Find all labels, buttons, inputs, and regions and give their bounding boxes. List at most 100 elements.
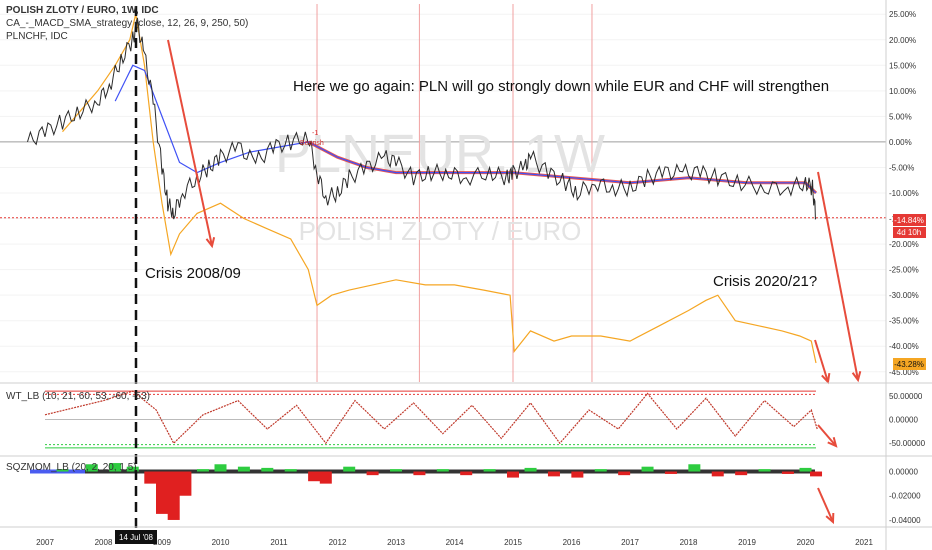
momentum-bar (781, 471, 794, 474)
crisis-2008-annotation: Crisis 2008/09 (145, 265, 241, 282)
crosshair-date-tag (115, 530, 157, 544)
sqz-tick-label: -0.02000 (889, 492, 921, 501)
x-tick-label: 2020 (797, 538, 815, 547)
y-tick-label: -30.00% (889, 291, 919, 300)
watermark-name: POLISH ZLOTY / EURO (299, 216, 582, 246)
momentum-bar (319, 471, 332, 484)
momentum-bar (390, 469, 402, 472)
x-tick-label: 2012 (329, 538, 347, 547)
x-tick-label: 2018 (680, 538, 698, 547)
x-tick-label: 2010 (212, 538, 230, 547)
momentum-bar (413, 471, 426, 476)
momentum-bar (810, 471, 823, 477)
momentum-bar (799, 467, 812, 472)
wt-forecast-arrow (817, 424, 837, 447)
y-tick-label: 20.00% (889, 36, 916, 45)
momentum-bar (126, 466, 139, 472)
momentum-bar (688, 464, 701, 472)
momentum-bar (261, 467, 274, 472)
sqz-forecast-arrow-head (825, 512, 835, 525)
wt-tick-label: -50.00000 (889, 439, 926, 448)
momentum-bar (524, 467, 537, 472)
sqz-pane-label[interactable]: SQZMOM_LB (20, 2, 20, 1.5) (6, 462, 137, 473)
momentum-bar (109, 463, 122, 472)
plneur-price-line (27, 17, 817, 221)
crosshair-date-label: 14 Jul '08 (119, 533, 154, 542)
sqz-tick-label: -0.04000 (889, 516, 921, 525)
momentum-bar (547, 471, 560, 477)
x-tick-label: 2017 (621, 538, 639, 547)
x-tick-label: 2016 (563, 538, 581, 547)
x-tick-label: 2009 (153, 538, 171, 547)
momentum-bar (308, 471, 321, 482)
y-tick-label: -45.00% (889, 368, 919, 377)
momentum-bar (343, 466, 356, 472)
momentum-bar (85, 464, 98, 472)
momentum-bar (460, 471, 473, 476)
momentum-bar (483, 469, 496, 472)
momentum-bar (156, 471, 168, 514)
momentum-bar (284, 469, 297, 472)
legend-macd-strategy[interactable]: CA_-_MACD_SMA_strategy (close, 12, 26, 9… (6, 18, 248, 29)
y-tick-label: -5.00% (889, 163, 914, 172)
plnchf-price-label: -43.28% (894, 360, 924, 369)
countdown-tag (893, 227, 926, 238)
sma-fast-line (114, 64, 817, 194)
x-tick-label: 2019 (738, 538, 756, 547)
crisis-2008-arrow (167, 39, 213, 247)
legend-title[interactable]: POLISH ZLOTY / EURO, 1W, IDC (6, 5, 159, 16)
crisis-2008-arrow-head (205, 237, 216, 249)
y-tick-label: 15.00% (889, 61, 916, 70)
momentum-bar (196, 469, 209, 472)
plnchf-price-tag (893, 358, 926, 370)
y-tick-label: 25.00% (889, 10, 916, 19)
y-tick-label: -20.00% (889, 240, 919, 249)
y-tick-label: 5.00% (889, 112, 912, 121)
momentum-bar (237, 466, 250, 472)
wt-pane-label[interactable]: WT_LB (10, 21, 60, 53, -60, -53) (6, 391, 150, 402)
momentum-bar (507, 471, 519, 478)
plnchf-forecast-arrow (814, 339, 829, 383)
plot-area (27, 14, 823, 520)
x-tick-label: 2015 (504, 538, 522, 547)
momentum-bar (167, 471, 180, 520)
x-tick-label: 2007 (36, 538, 54, 547)
y-tick-label: -35.00% (889, 317, 919, 326)
legend-plnchf[interactable]: PLNCHF, IDC (6, 31, 68, 42)
crisis-2020-annotation: Crisis 2020/21? (713, 273, 817, 290)
momentum-bar (664, 471, 677, 474)
x-tick-label: 2013 (387, 538, 405, 547)
forecast-arrows (167, 39, 862, 525)
momentum-bar (571, 471, 584, 478)
wt-tick-label: 0.00000 (889, 416, 918, 425)
momentum-bar (214, 464, 227, 472)
momentum-bar (144, 471, 157, 484)
plneur-price-label: -14.84% (894, 216, 924, 225)
grid (0, 13, 886, 449)
momentum-bar (711, 471, 724, 477)
momentum-bar (179, 471, 192, 496)
momentum-bar (758, 469, 771, 472)
y-tick-label: 10.00% (889, 87, 916, 96)
wt-forecast-arrow-head (827, 437, 838, 448)
x-tick-label: 2014 (446, 538, 464, 547)
sqz-tick-label: 0.00000 (889, 468, 918, 477)
momentum-bar (641, 466, 654, 472)
wt-line (44, 390, 818, 445)
y-tick-label: -10.00% (889, 189, 919, 198)
momentum-bar (618, 471, 631, 476)
y-tick-label: -40.00% (889, 342, 919, 351)
momentum-bar (366, 471, 379, 476)
momentum-bar (735, 471, 748, 476)
pln-forecast-arrow (817, 171, 859, 381)
y-tick-label: 0.00% (889, 138, 912, 147)
momentum-bar (594, 469, 607, 472)
y-tick-label: -25.00% (889, 266, 919, 275)
pln-forecast-arrow-head (851, 371, 862, 383)
sqz-forecast-arrow (817, 487, 834, 523)
x-tick-label: 2011 (270, 538, 288, 547)
plnchf-forecast-arrow-head (821, 372, 831, 385)
momentum-bar (56, 469, 69, 472)
